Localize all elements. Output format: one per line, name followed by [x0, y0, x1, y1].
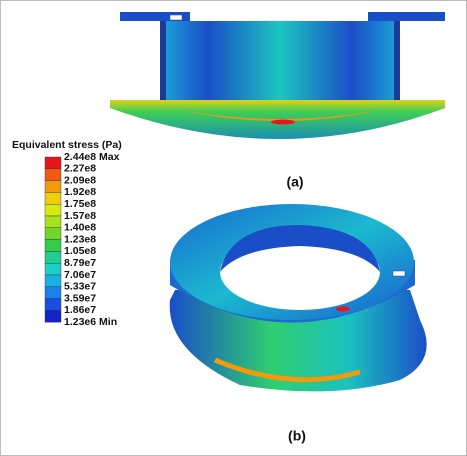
- legend-label: 1.92e8: [64, 186, 96, 198]
- legend-swatch: [45, 216, 61, 228]
- legend-label: 2.09e8: [64, 174, 96, 186]
- panel-a-image: [110, 12, 445, 139]
- legend-swatch: [45, 263, 61, 275]
- legend-swatch: [45, 204, 61, 216]
- legend-label: 7.06e7: [64, 269, 96, 281]
- legend-swatch: [45, 251, 61, 263]
- panel-label: (b): [288, 428, 306, 444]
- legend-label: 1.23e8: [64, 233, 96, 245]
- legend-label: 2.27e8: [64, 163, 96, 175]
- legend-swatch: [45, 192, 61, 204]
- legend-label: 8.79e7: [64, 257, 96, 269]
- legend-swatch: [45, 181, 61, 193]
- legend-label: 3.59e7: [64, 292, 96, 304]
- legend-swatch: [45, 299, 61, 311]
- legend-label: 1.40e8: [64, 222, 96, 234]
- legend-swatch: [45, 240, 61, 252]
- legend-title: Equivalent stress (Pa): [12, 139, 122, 151]
- legend-label: 1.57e8: [64, 210, 96, 222]
- legend-swatch: [45, 169, 61, 181]
- legend-swatch: [45, 228, 61, 240]
- legend-swatch: [45, 157, 61, 169]
- legend-label: 1.23e6 Min: [64, 316, 117, 328]
- legend-swatch: [45, 275, 61, 287]
- legend-swatch: [45, 287, 61, 299]
- legend-label: 5.33e7: [64, 281, 96, 293]
- legend-label: 1.05e8: [64, 245, 96, 257]
- legend-label: 1.75e8: [64, 198, 96, 210]
- panel-label: (a): [286, 174, 303, 190]
- figure: (a) Equivalent stress (Pa) 2.44e8 Max2.2…: [0, 0, 467, 456]
- panel-b-image: [170, 204, 427, 391]
- legend-label: 2.44e8 Max: [64, 151, 120, 163]
- legend-swatch: [45, 310, 61, 322]
- legend-label: 1.86e7: [64, 304, 96, 316]
